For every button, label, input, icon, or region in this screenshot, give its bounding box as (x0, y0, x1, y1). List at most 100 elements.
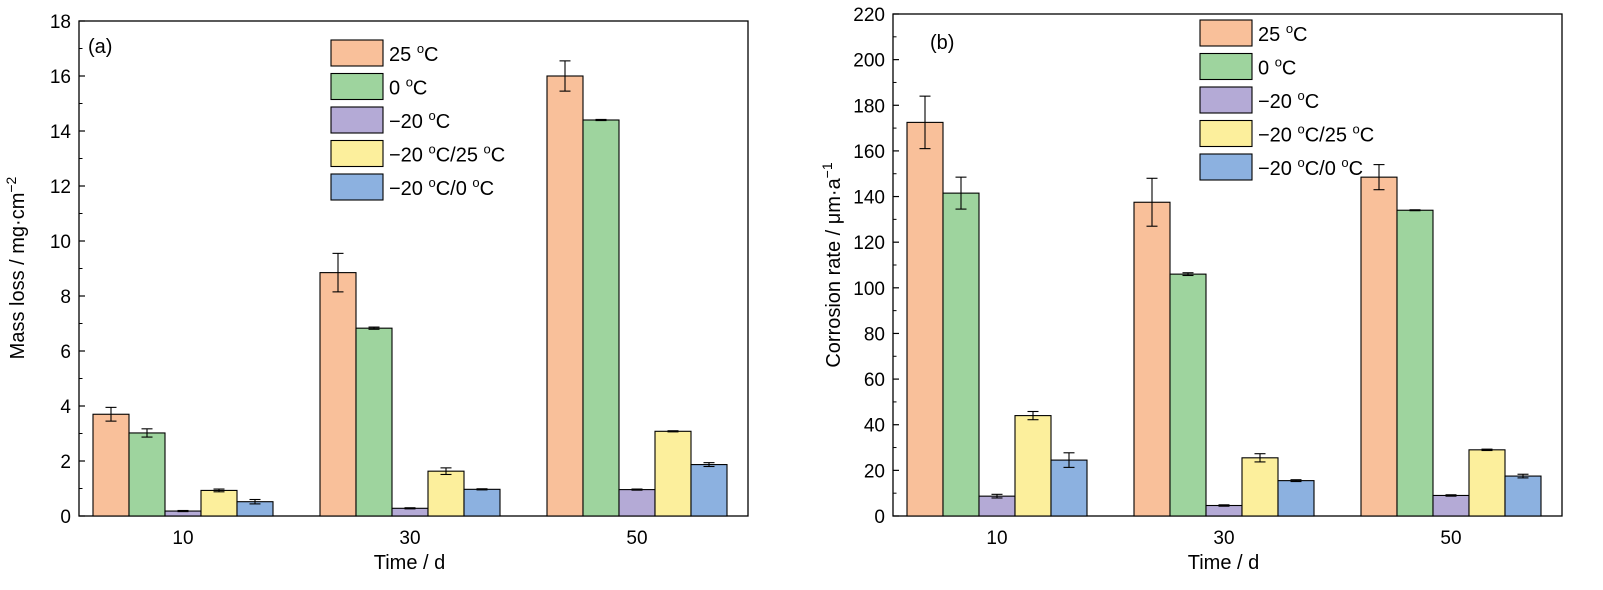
y-tick-label: 18 (50, 12, 71, 33)
error-bar-m20C-50 (631, 488, 643, 491)
x-tick-label: 10 (986, 528, 1007, 549)
bar-m20C_25C-50 (654, 430, 692, 517)
bar-m20C_0C-30 (463, 488, 501, 517)
y-tick-label: 12 (50, 177, 71, 198)
legend-swatch-m20C_0C (330, 173, 384, 201)
error-bar-25C-30 (332, 252, 344, 293)
y-tick-label: 160 (853, 142, 885, 163)
bar-m20C_0C-50 (690, 464, 728, 517)
bar-m20C_0C-50 (1504, 475, 1542, 517)
legend-label-m20C_25C: −20 oC/25 oC (1258, 122, 1374, 147)
error-bar-25C-30 (1146, 177, 1158, 227)
x-tick-label: 50 (1440, 528, 1461, 549)
error-bar-m20C_25C-30 (1254, 453, 1266, 463)
legend-label-m20C_0C: −20 oC/0 oC (389, 175, 494, 200)
error-bar-25C-10 (919, 95, 931, 150)
y-tick-label: 180 (853, 96, 885, 117)
error-bar-0C-10 (955, 176, 967, 210)
y-axis-label-sup: −2 (3, 176, 19, 192)
y-tick-label: 4 (60, 397, 71, 418)
bar-m20C_25C-50 (1468, 449, 1506, 517)
bar-m20C_25C-10 (1014, 415, 1052, 517)
error-bar-m20C-50 (1445, 494, 1457, 497)
y-tick-label: 120 (853, 233, 885, 254)
y-tick-label: 220 (853, 5, 885, 26)
y-tick-label: 0 (60, 507, 71, 528)
x-tick-label: 30 (399, 528, 420, 549)
y-tick-label: 40 (864, 416, 885, 437)
bar-25C-10 (92, 413, 130, 517)
error-bar-m20C_25C-10 (1027, 410, 1039, 421)
error-bar-m20C-10 (177, 509, 189, 513)
bar-m20C-30 (391, 507, 429, 517)
error-bar-m20C_25C-10 (213, 488, 225, 493)
legend: 25 oC 0 oC −20 oC −20 oC/25 oC −20 oC/0 oC (330, 39, 505, 201)
bar-m20C_25C-30 (427, 470, 465, 517)
y-tick-label: 60 (864, 370, 885, 391)
legend-label-0C: 0 oC (389, 75, 427, 100)
chart-panel-b: 0 20 40 60 80 100 120 140 160 180 200 220 10 30 50 (b) T… (819, 5, 1563, 574)
error-bar-m20C_0C-10 (1063, 452, 1075, 468)
y-tick-label: 20 (864, 461, 885, 482)
y-tick-label: 10 (50, 232, 71, 253)
bar-m20C-50 (1432, 494, 1470, 517)
error-bar-0C-10 (141, 428, 153, 438)
legend-label-25C: 25 oC (1258, 21, 1308, 46)
y-tick-label: 0 (874, 507, 885, 528)
x-tick-label: 10 (172, 528, 193, 549)
bar-m20C_25C-30 (1241, 457, 1279, 517)
legend-swatch-0C (330, 72, 384, 101)
error-bar-0C-50 (595, 118, 607, 122)
y-tick-label: 14 (50, 122, 72, 143)
bar-0C-50 (582, 119, 620, 517)
legend-label-m20C: −20 oC (389, 108, 450, 133)
legend-swatch-25C (1199, 19, 1253, 47)
error-bar-m20C-30 (1218, 504, 1230, 507)
y-tick-label: 8 (60, 287, 71, 308)
y-axis-label: Mass loss / mg·cm−2 (3, 176, 29, 359)
y-tick-label: 140 (853, 188, 885, 209)
legend-swatch-m20C_25C (330, 139, 384, 168)
y-tick-label: 6 (60, 342, 71, 363)
panel-label: (a) (88, 36, 112, 58)
legend-label-m20C_0C: −20 oC/0 oC (1258, 155, 1363, 180)
y-tick-label: 200 (853, 51, 885, 72)
error-bar-0C-30 (368, 326, 380, 330)
y-tick-label: 16 (50, 67, 71, 88)
chart-panel-a: 0 2 4 6 8 10 12 14 16 18 10 30 50 (a) Time / d Mass los… (3, 12, 749, 574)
legend-swatch-m20C_0C (1199, 153, 1253, 181)
x-tick-label: 30 (1213, 528, 1234, 549)
error-bar-m20C_25C-30 (440, 467, 452, 476)
y-axis-label-main: Mass loss / mg·cm (7, 193, 29, 360)
error-bar-0C-30 (1182, 272, 1194, 277)
error-bar-0C-50 (1409, 209, 1421, 212)
panel-label: (b) (930, 32, 954, 54)
bar-m20C-30 (1205, 504, 1243, 517)
legend-swatch-m20C_25C (1199, 119, 1253, 148)
error-bar-m20C_25C-50 (1481, 448, 1493, 452)
legend-swatch-m20C (330, 106, 384, 134)
bar-m20C_0C-30 (1277, 480, 1315, 517)
error-bar-m20C_0C-30 (1290, 479, 1302, 483)
error-bar-m20C-10 (991, 493, 1003, 499)
y-axis-label-main: Corrosion rate / μm·a (823, 177, 845, 367)
bar-0C-50 (1396, 209, 1434, 517)
bar-25C-10 (906, 121, 944, 517)
bar-25C-30 (1133, 201, 1171, 517)
bar-25C-30 (319, 272, 357, 517)
x-axis-label: Time / d (374, 552, 446, 574)
legend-swatch-0C (1199, 52, 1253, 81)
error-bar-25C-50 (1373, 164, 1385, 191)
bar-0C-30 (1169, 273, 1207, 517)
legend-label-25C: 25 oC (389, 41, 439, 66)
legend-label-0C: 0 oC (1258, 55, 1296, 80)
error-bar-25C-50 (559, 60, 571, 92)
error-bar-m20C_0C-50 (1517, 473, 1529, 479)
error-bar-m20C_0C-30 (476, 488, 488, 491)
legend-label-m20C: −20 oC (1258, 88, 1319, 113)
y-tick-label: 80 (864, 324, 885, 345)
legend-swatch-25C (330, 39, 384, 67)
bar-m20C_0C-10 (1050, 459, 1088, 517)
error-bar-m20C-30 (404, 507, 416, 510)
y-axis-label-sup: −1 (819, 162, 835, 178)
